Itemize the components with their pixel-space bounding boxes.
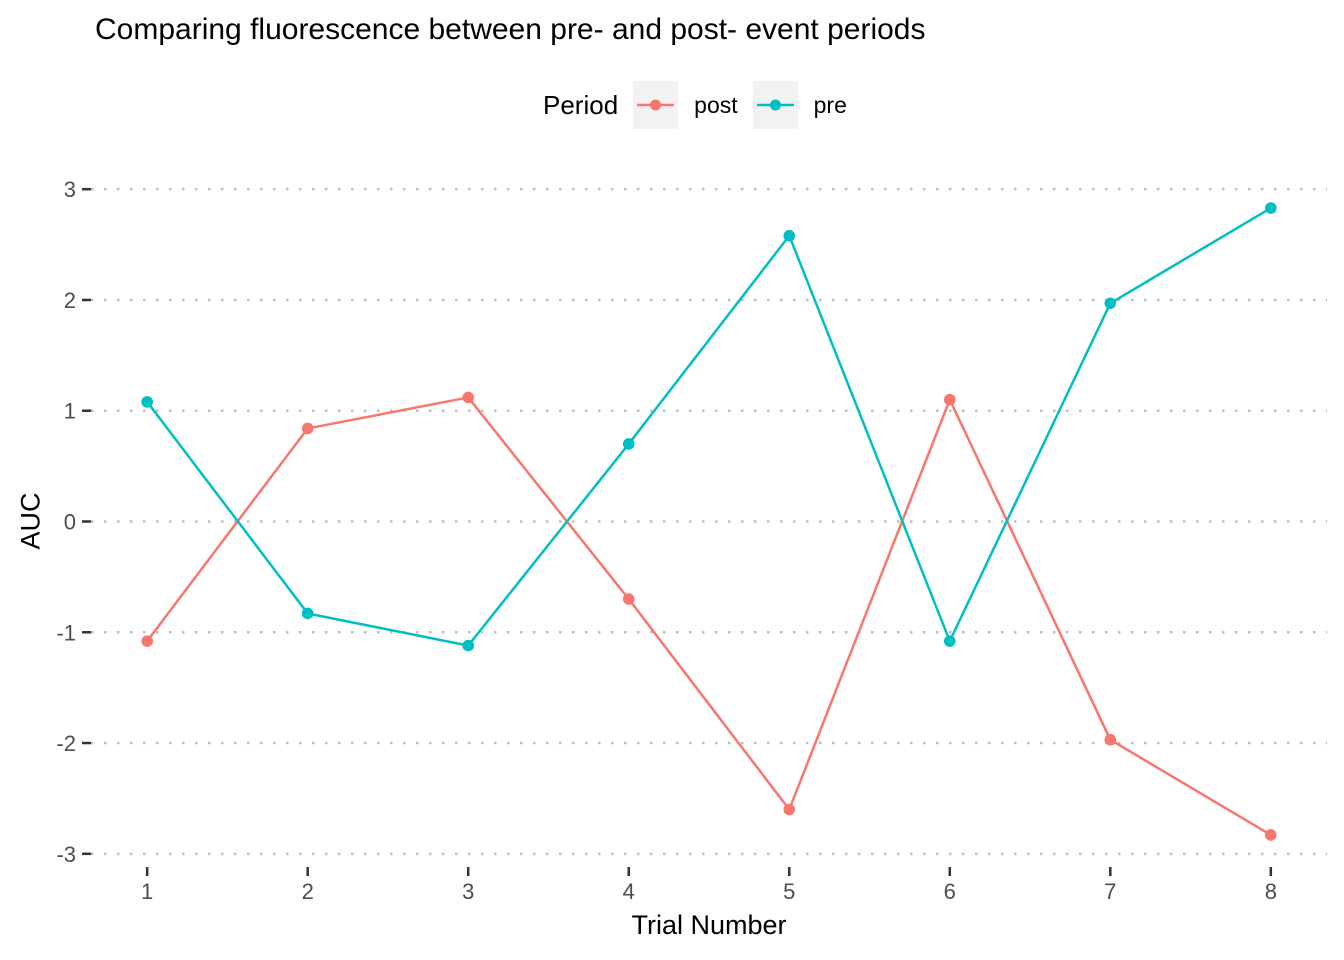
x-axis-title: Trial Number — [631, 910, 787, 940]
chart-title: Comparing fluorescence between pre- and … — [95, 13, 926, 46]
y-tick-label: -3 — [56, 842, 76, 867]
x-tick-label: 5 — [783, 879, 795, 904]
legend-key-post — [633, 81, 679, 129]
line-point-glyph-icon — [637, 99, 675, 111]
legend-label-post: post — [694, 91, 738, 118]
legend-item-pre: pre — [752, 81, 847, 129]
point-pre-trial-2 — [301, 607, 314, 620]
y-axis-title: AUC — [15, 492, 46, 550]
point-pre-trial-1 — [141, 396, 153, 408]
x-tick-label: 2 — [302, 879, 314, 904]
legend: Period post pre — [543, 80, 847, 130]
point-post-trial-8 — [1265, 829, 1277, 841]
point-post-trial-4 — [622, 593, 635, 605]
y-tick-label: 1 — [64, 399, 76, 424]
point-post-trial-6 — [943, 393, 956, 406]
legend-item-post: post — [633, 81, 738, 129]
y-tick-label: 2 — [64, 288, 76, 313]
point-pre-trial-4 — [622, 438, 635, 450]
legend-title: Period — [543, 89, 619, 120]
point-pre-trial-5 — [783, 229, 796, 242]
point-pre-trial-8 — [1265, 202, 1277, 214]
x-tick-label: 1 — [141, 879, 153, 904]
x-tick-label: 7 — [1104, 879, 1116, 904]
point-pre-trial-3 — [462, 639, 475, 652]
point-pre-trial-6 — [943, 635, 956, 647]
x-tick-label: 3 — [462, 879, 474, 904]
line-point-glyph-icon — [756, 99, 794, 111]
line-post — [146, 396, 1272, 837]
x-tick-label: 8 — [1265, 879, 1277, 904]
point-post-trial-2 — [301, 422, 314, 435]
point-post-trial-7 — [1104, 733, 1117, 746]
x-tick-label: 4 — [623, 879, 635, 904]
x-tick-label: 6 — [944, 879, 956, 904]
y-tick-label: 3 — [64, 177, 76, 202]
line-pre — [146, 206, 1272, 647]
point-post-trial-3 — [462, 391, 475, 404]
y-tick-label: -1 — [56, 620, 76, 645]
y-tick-label: -2 — [56, 731, 76, 756]
point-post-trial-1 — [141, 635, 153, 647]
point-post-trial-5 — [783, 803, 796, 816]
legend-key-pre — [752, 81, 798, 129]
legend-label-pre: pre — [813, 91, 847, 118]
point-pre-trial-7 — [1104, 297, 1117, 310]
y-tick-label: 0 — [64, 510, 76, 535]
